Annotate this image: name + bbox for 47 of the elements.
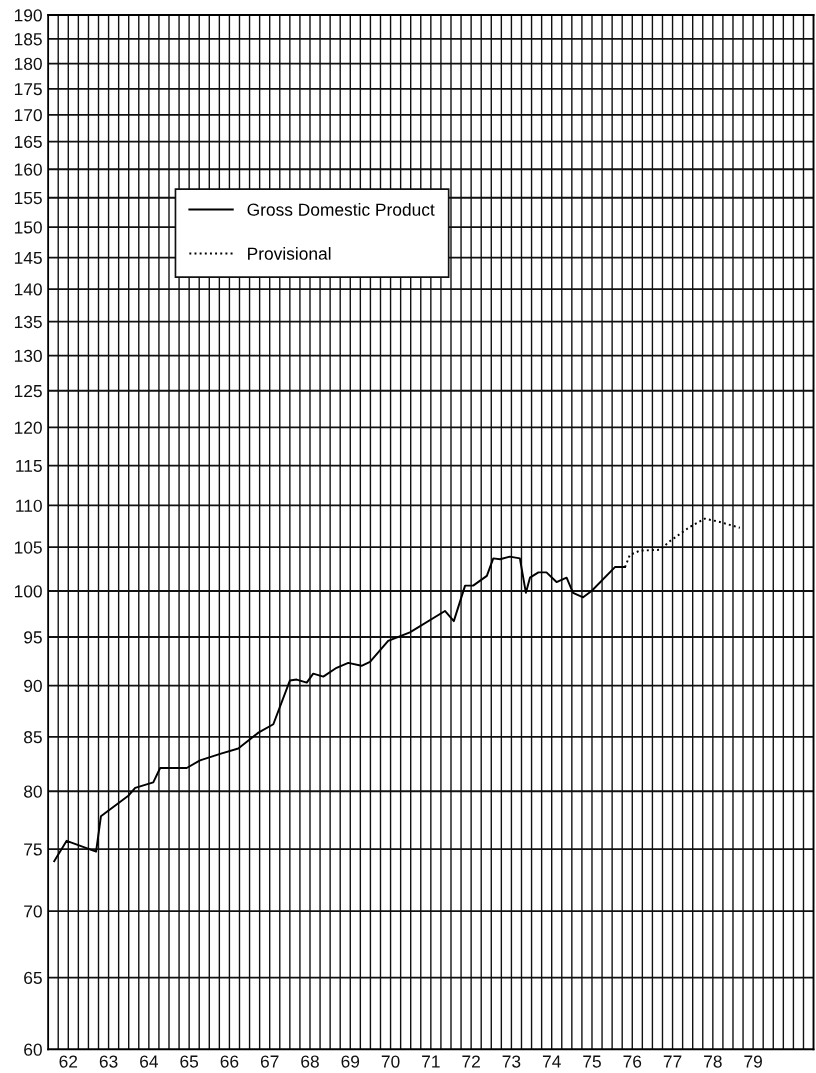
y-tick-label: 90 [24,679,42,693]
y-tick-label: 150 [14,221,42,234]
y-tick-label: 165 [14,135,42,149]
y-tick-label: 95 [24,631,42,644]
y-tick-label: 70 [24,905,42,918]
y-tick-label: 60 [24,1043,42,1056]
x-tick-label: 73 [502,1055,521,1068]
y-tick-label: 80 [24,785,42,798]
y-tick-label: 175 [14,83,42,96]
y-tick-label: 105 [14,541,42,554]
x-tick-label: 74 [542,1055,561,1068]
legend-label: Gross Domestic Product [247,203,435,216]
x-tick-label: 69 [341,1055,360,1068]
x-tick-label: 66 [220,1055,239,1068]
y-tick-label: 65 [24,971,42,985]
x-tick-label: 76 [623,1055,642,1068]
y-tick-label: 110 [16,499,42,512]
y-tick-label: 130 [14,349,42,363]
y-tick-label: 145 [14,251,42,265]
x-tick-label: 77 [663,1055,682,1068]
y-tick-label: 170 [14,109,42,122]
x-tick-label: 78 [704,1055,722,1068]
y-tick-label: 120 [14,421,42,434]
y-tick-label: 135 [14,315,42,329]
y-tick-label: 185 [14,33,42,46]
x-tick-label: 65 [180,1055,199,1068]
y-tick-label: 180 [14,57,42,70]
x-tick-label: 67 [260,1055,279,1068]
x-tick-label: 79 [744,1055,762,1068]
x-tick-label: 71 [422,1055,440,1068]
y-tick-label: 100 [14,585,42,598]
x-tick-label: 72 [462,1055,480,1068]
y-tick-label: 85 [24,731,42,744]
legend-label: Provisional [248,247,331,260]
x-tick-label: 62 [59,1055,78,1068]
y-tick-label: 160 [14,163,42,176]
y-tick-label: 75 [24,843,42,856]
x-tick-label: 64 [140,1055,158,1068]
x-tick-label: 75 [583,1055,601,1068]
x-tick-label: 70 [381,1055,400,1068]
y-tick-label: 190 [14,9,42,22]
y-tick-label: 155 [14,192,42,205]
y-tick-label: 115 [16,459,42,473]
x-tick-label: 63 [99,1055,118,1068]
y-tick-label: 125 [14,384,42,398]
y-tick-label: 140 [14,283,42,296]
x-tick-label: 68 [301,1055,319,1068]
